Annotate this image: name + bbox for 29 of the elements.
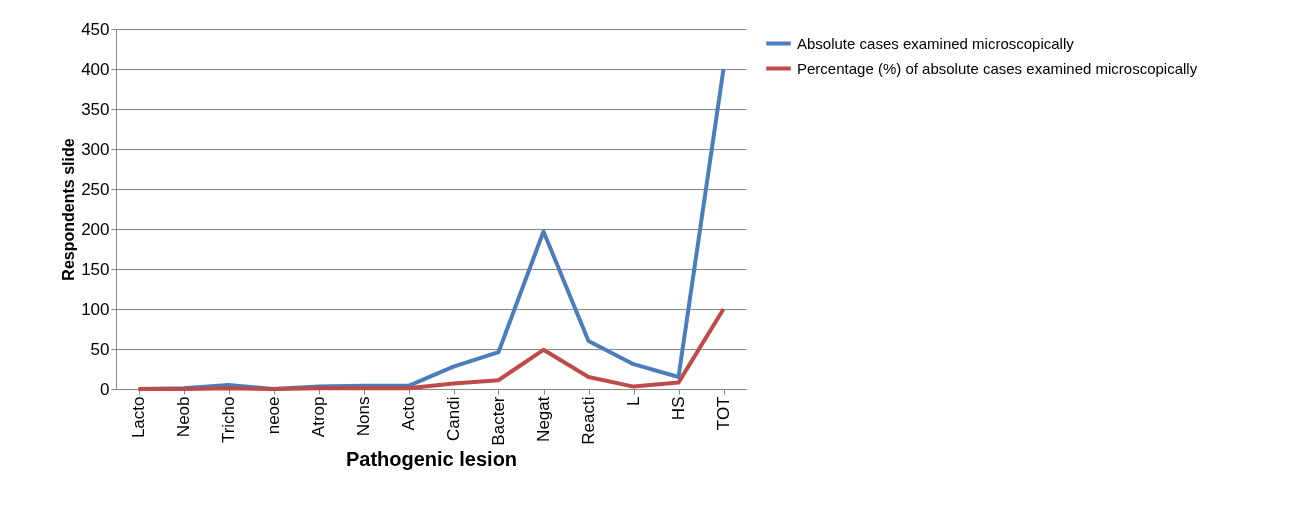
y-tick-label: 100 [81,299,110,319]
y-tick-label: 0 [100,379,110,399]
x-tick-label: TOT [714,396,733,431]
x-axis-title: Pathogenic lesion [345,447,518,470]
x-tick-label: Lacto [129,396,148,439]
y-axis-title: Respondents slide [60,138,78,281]
x-tick-label: Negat [534,396,553,442]
legend-label: Percentage (%) of absolute cases examined microscopically [797,59,1198,77]
y-tick-label: 200 [81,219,110,239]
x-tick-label: Atrop [309,396,328,438]
x-tick-label: Tricho [219,396,238,444]
y-tick-label: 350 [81,99,110,119]
y-tick-label: 300 [81,139,110,159]
x-tick-label: Nons [354,396,373,437]
x-tick-label: neoe [264,396,283,435]
x-tick-label: Acto [399,396,418,431]
x-tick-label: Bacter [489,396,508,446]
legend-label: Absolute cases examined microscopically [797,34,1075,52]
x-tick-label: L [624,396,643,406]
x-tick-label: Neob [174,396,193,438]
x-tick-label: Candi [444,396,463,441]
line-series [136,307,726,391]
y-tick-label: 150 [81,259,110,279]
y-tick-label: 400 [81,59,110,79]
y-tick-label: 50 [90,339,110,359]
y-tick-label: 250 [81,179,110,199]
x-tick-label: HS [669,396,688,421]
y-tick-label: 450 [81,19,110,39]
x-tick-label: Reacti [579,396,598,445]
